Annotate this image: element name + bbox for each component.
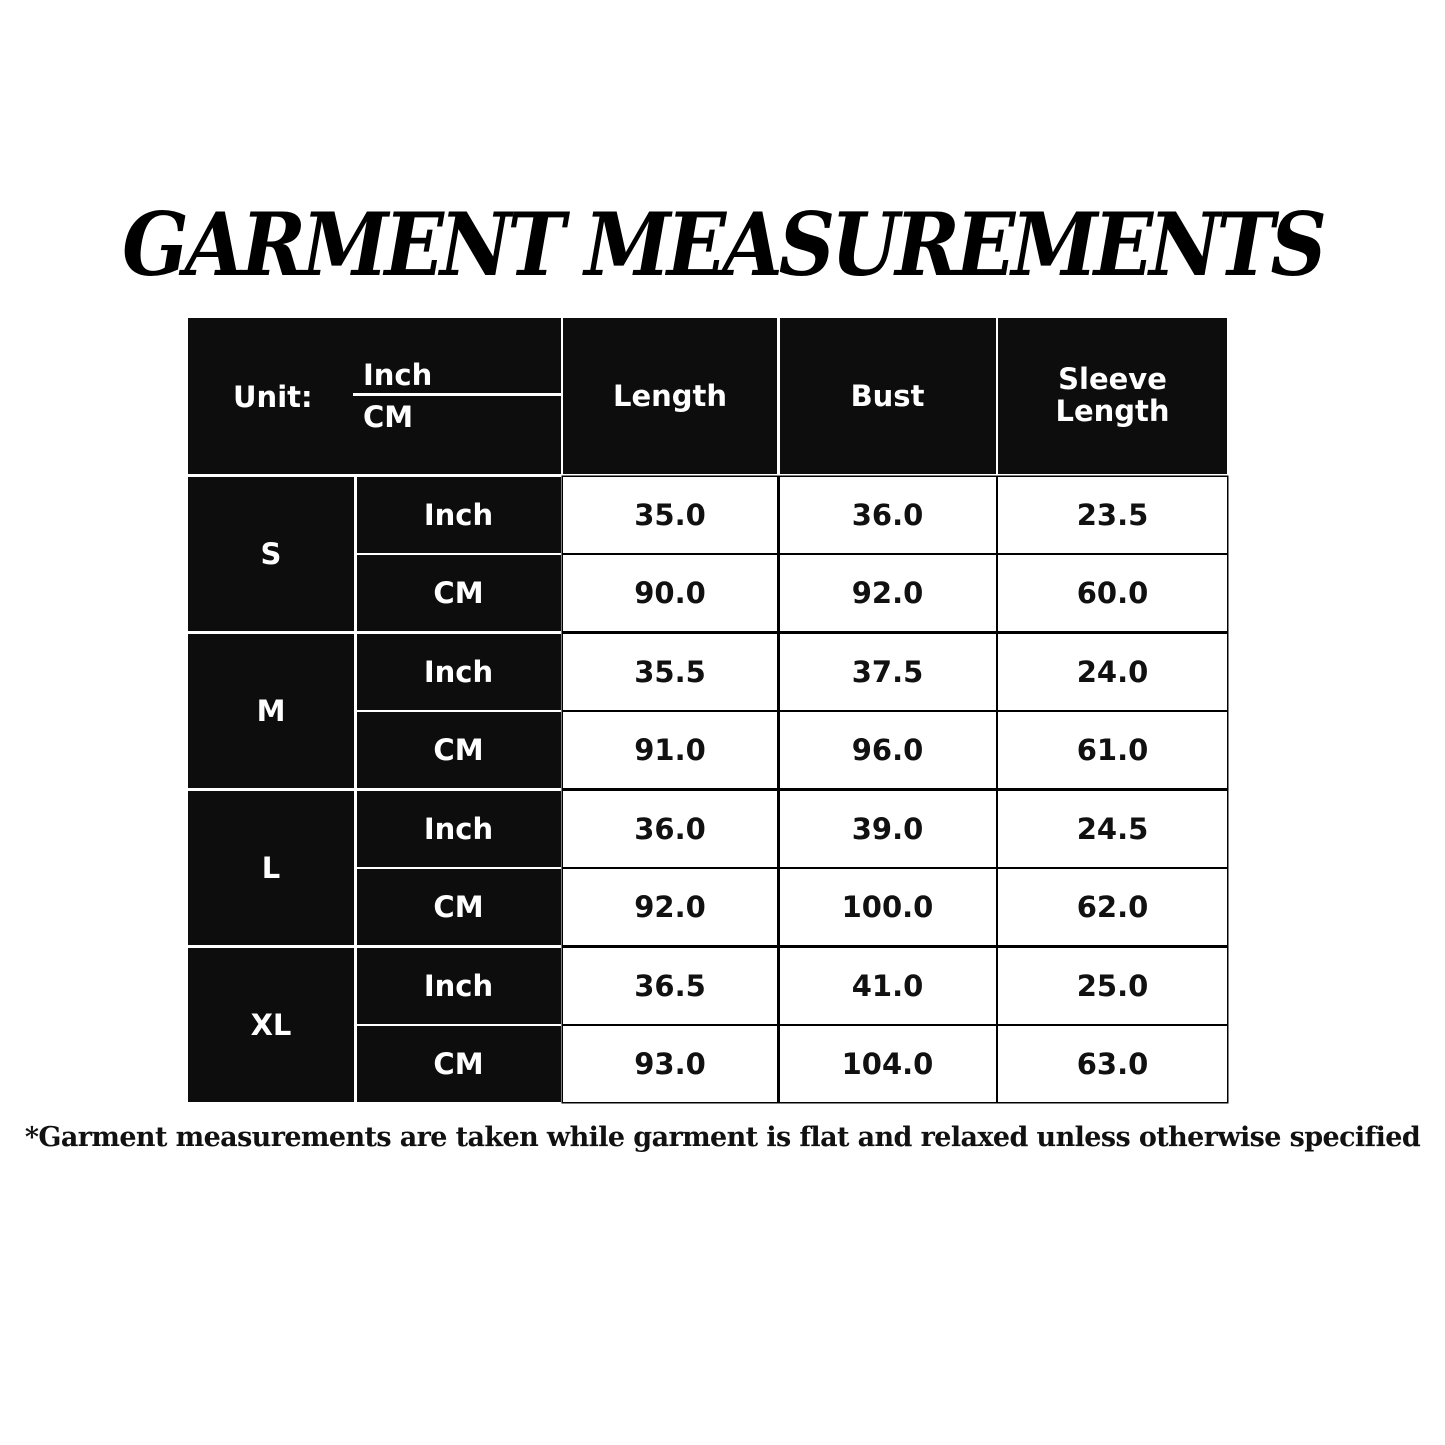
measurement-cell: 36.0 [563,790,777,867]
footnote: *Garment measurements are taken while ga… [24,1122,1421,1153]
size-chart-table: Unit: Inch CM Length Bust Sleeve Length … [188,318,1227,1102]
sleeve-length-label: Sleeve Length [1055,362,1170,428]
measurement-cell: 23.5 [998,476,1227,553]
measurement-cell: 35.0 [563,476,777,553]
unit-label-cell: Inch [356,476,561,553]
measurement-cell: 37.5 [779,633,996,710]
measurement-cell: 61.0 [998,712,1227,788]
measurement-cell: 96.0 [779,712,996,788]
unit-label-cell: Inch [356,633,561,710]
measurement-cell: 63.0 [998,1026,1227,1102]
unit-label: Unit: [233,380,313,414]
page-title: GARMENT MEASUREMENTS [122,194,1327,297]
unit-label-cell: Inch [356,790,561,867]
unit-label-cell: Inch [356,947,561,1024]
unit-cm: CM [363,400,414,434]
measurement-cell: 62.0 [998,869,1227,945]
unit-label-cell: CM [356,712,561,788]
column-header-bust: Bust [779,318,996,474]
measurement-cell: 91.0 [563,712,777,788]
size-label: M [188,633,354,788]
size-label: XL [188,947,354,1102]
measurement-cell: 36.5 [563,947,777,1024]
size-label: L [188,790,354,945]
measurement-cell: 92.0 [563,869,777,945]
measurement-cell: 39.0 [779,790,996,867]
unit-divider [353,393,561,396]
measurement-cell: 24.0 [998,633,1227,710]
measurement-cell: 60.0 [998,555,1227,631]
unit-label-cell: CM [356,1026,561,1102]
unit-inch: Inch [363,358,433,392]
unit-label-cell: CM [356,869,561,945]
measurement-cell: 93.0 [563,1026,777,1102]
unit-label-cell: CM [356,555,561,631]
measurement-cell: 35.5 [563,633,777,710]
column-header-length: Length [563,318,777,474]
measurement-cell: 90.0 [563,555,777,631]
measurement-cell: 24.5 [998,790,1227,867]
measurement-cell: 92.0 [779,555,996,631]
measurement-cell: 41.0 [779,947,996,1024]
unit-header: Unit: Inch CM [188,318,561,474]
measurement-cell: 100.0 [779,869,996,945]
measurement-cell: 36.0 [779,476,996,553]
measurement-cell: 104.0 [779,1026,996,1102]
size-label: S [188,476,354,631]
column-header-sleeve-length: Sleeve Length [998,318,1227,474]
measurement-cell: 25.0 [998,947,1227,1024]
